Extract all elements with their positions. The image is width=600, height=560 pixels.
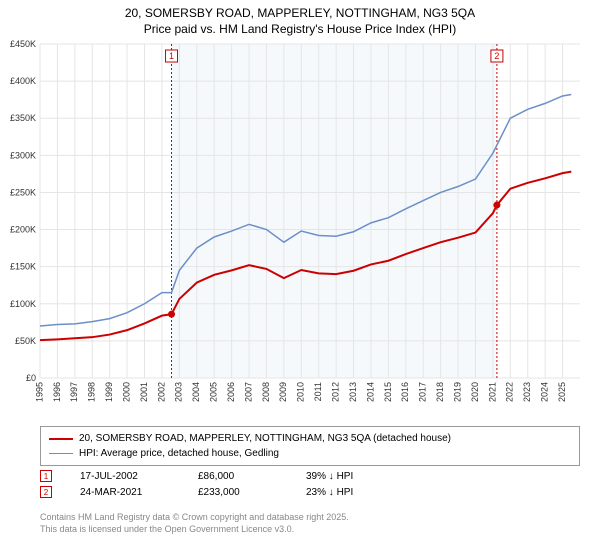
svg-text:2002: 2002 <box>156 382 166 402</box>
svg-text:1995: 1995 <box>34 382 44 402</box>
svg-text:£150K: £150K <box>10 262 36 272</box>
svg-text:£200K: £200K <box>10 225 36 235</box>
footer-attribution: Contains HM Land Registry data © Crown c… <box>40 512 580 535</box>
svg-text:1999: 1999 <box>104 382 114 402</box>
chart-area: £0£50K£100K£150K£200K£250K£300K£350K£400… <box>40 44 580 414</box>
svg-text:£0: £0 <box>26 373 36 383</box>
svg-text:2009: 2009 <box>278 382 288 402</box>
svg-text:2016: 2016 <box>400 382 410 402</box>
svg-text:2018: 2018 <box>435 382 445 402</box>
svg-text:2017: 2017 <box>418 382 428 402</box>
svg-text:£450K: £450K <box>10 39 36 49</box>
svg-text:1997: 1997 <box>69 382 79 402</box>
svg-text:2006: 2006 <box>226 382 236 402</box>
svg-text:£400K: £400K <box>10 76 36 86</box>
svg-text:£350K: £350K <box>10 113 36 123</box>
sale-row-1: 1 17-JUL-2002 £86,000 39% ↓ HPI <box>40 468 580 484</box>
svg-text:2001: 2001 <box>139 382 149 402</box>
title-line-1: 20, SOMERSBY ROAD, MAPPERLEY, NOTTINGHAM… <box>0 6 600 22</box>
svg-text:2024: 2024 <box>540 382 550 402</box>
sale-marker-1: 1 <box>40 470 52 482</box>
sale-price-1: £86,000 <box>198 471 278 482</box>
sale-date-1: 17-JUL-2002 <box>80 471 170 482</box>
svg-text:2010: 2010 <box>296 382 306 402</box>
legend-label-hpi: HPI: Average price, detached house, Gedl… <box>79 446 279 461</box>
svg-text:£50K: £50K <box>15 336 36 346</box>
legend-swatch-price-paid <box>49 438 73 440</box>
svg-text:1998: 1998 <box>87 382 97 402</box>
svg-text:2012: 2012 <box>331 382 341 402</box>
svg-text:2007: 2007 <box>243 382 253 402</box>
line-chart-svg: £0£50K£100K£150K£200K£250K£300K£350K£400… <box>40 44 580 414</box>
legend-swatch-hpi <box>49 453 73 455</box>
svg-text:2: 2 <box>494 51 499 61</box>
legend: 20, SOMERSBY ROAD, MAPPERLEY, NOTTINGHAM… <box>40 426 580 466</box>
footer-line-1: Contains HM Land Registry data © Crown c… <box>40 512 580 524</box>
svg-text:2011: 2011 <box>313 382 323 401</box>
svg-text:2004: 2004 <box>191 382 201 402</box>
sale-price-2: £233,000 <box>198 487 278 498</box>
svg-text:2013: 2013 <box>348 382 358 402</box>
legend-row-hpi: HPI: Average price, detached house, Gedl… <box>49 446 571 461</box>
svg-text:2014: 2014 <box>365 382 375 402</box>
sale-delta-2: 23% ↓ HPI <box>306 487 353 498</box>
title-line-2: Price paid vs. HM Land Registry's House … <box>0 22 600 38</box>
svg-text:2015: 2015 <box>383 382 393 402</box>
svg-text:2022: 2022 <box>505 382 515 402</box>
sale-delta-1: 39% ↓ HPI <box>306 471 353 482</box>
footer-line-2: This data is licensed under the Open Gov… <box>40 524 580 536</box>
legend-row-price-paid: 20, SOMERSBY ROAD, MAPPERLEY, NOTTINGHAM… <box>49 431 571 446</box>
svg-text:2005: 2005 <box>209 382 219 402</box>
sale-row-2: 2 24-MAR-2021 £233,000 23% ↓ HPI <box>40 484 580 500</box>
svg-text:2003: 2003 <box>174 382 184 402</box>
svg-text:2025: 2025 <box>557 382 567 402</box>
svg-text:1996: 1996 <box>52 382 62 402</box>
svg-text:1: 1 <box>169 51 174 61</box>
sale-marker-2: 2 <box>40 486 52 498</box>
svg-text:£250K: £250K <box>10 187 36 197</box>
svg-text:2023: 2023 <box>522 382 532 402</box>
chart-title: 20, SOMERSBY ROAD, MAPPERLEY, NOTTINGHAM… <box>0 0 600 37</box>
svg-text:£100K: £100K <box>10 299 36 309</box>
svg-text:2000: 2000 <box>121 382 131 402</box>
svg-text:2008: 2008 <box>261 382 271 402</box>
sale-date-2: 24-MAR-2021 <box>80 487 170 498</box>
svg-text:2019: 2019 <box>452 382 462 402</box>
legend-label-price-paid: 20, SOMERSBY ROAD, MAPPERLEY, NOTTINGHAM… <box>79 431 451 446</box>
svg-text:£300K: £300K <box>10 150 36 160</box>
svg-text:2021: 2021 <box>487 382 497 402</box>
svg-text:2020: 2020 <box>470 382 480 402</box>
sales-table: 1 17-JUL-2002 £86,000 39% ↓ HPI 2 24-MAR… <box>40 468 580 500</box>
